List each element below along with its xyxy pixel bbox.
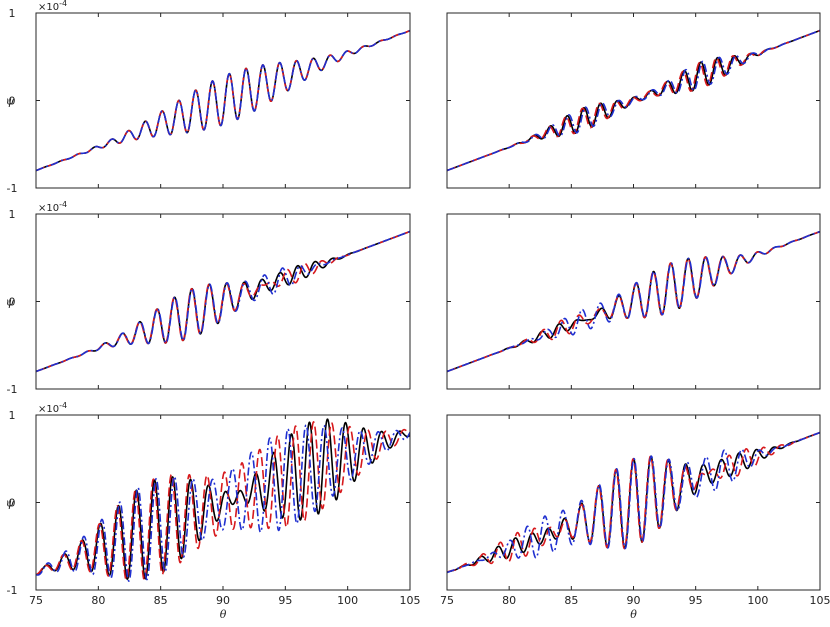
x-tick-label: 85: [154, 594, 168, 607]
panel-frame: [446, 213, 821, 390]
series-line-dashdot: [36, 424, 410, 582]
x-tick-label: 95: [278, 594, 292, 607]
x-tick-label: 90: [216, 594, 230, 607]
y-exponent-base: ×10: [38, 2, 59, 13]
panel-frame: [446, 414, 821, 591]
y-exponent-label: ×10-4: [38, 0, 67, 13]
y-axis-label: ψ: [6, 95, 15, 108]
panel-frame: [35, 12, 411, 189]
panel-top-right: [446, 12, 821, 189]
series-line-dashdot: [447, 230, 820, 373]
y-tick-label: 1: [9, 409, 16, 422]
x-axis-label: θ: [220, 608, 227, 621]
y-axis-label: ψ: [6, 497, 15, 510]
x-tick-label: 100: [337, 594, 358, 607]
series-group: [447, 230, 820, 373]
y-exponent-power: -4: [59, 0, 67, 8]
x-tick-label: 105: [400, 594, 421, 607]
y-tick-label: 0: [9, 296, 16, 309]
y-exponent-label: ×10-4: [38, 200, 67, 214]
series-group: [36, 230, 410, 373]
series-line-dashdot: [36, 230, 410, 373]
y-tick-label: -1: [7, 182, 18, 195]
y-exponent-base: ×10: [38, 404, 59, 415]
x-tick-label: 80: [91, 594, 105, 607]
x-tick-label: 105: [810, 594, 830, 607]
x-tick-label: 95: [689, 594, 703, 607]
series-line-dashdot: [447, 431, 820, 574]
y-tick-label: -1: [7, 584, 18, 597]
y-tick-label: 0: [9, 95, 16, 108]
panel-bottom-left: 75 80 85 90 95 100 105 -1 0 1 ψ ×10-4 θ: [6, 401, 421, 621]
panel-frame: [446, 12, 821, 189]
series-group: [36, 418, 410, 582]
series-line-solid: [36, 418, 410, 580]
series-line-dashed: [447, 431, 820, 573]
x-tick-label: 80: [502, 594, 516, 607]
y-tick-label: -1: [7, 383, 18, 396]
y-exponent-power: -4: [59, 200, 67, 209]
y-exponent-label: ×10-4: [38, 401, 67, 415]
series-group: [36, 29, 410, 172]
panel-middle-right: [446, 213, 821, 390]
series-group: [447, 431, 820, 574]
panel-middle-left: -1 0 1 ψ ×10-4: [6, 200, 411, 396]
panel-top-left: -1 0 1 ψ ×10-4: [6, 0, 411, 195]
x-axis-label: θ: [630, 608, 637, 621]
series-group: [447, 29, 820, 172]
series-line-dashed: [36, 421, 410, 581]
x-tick-label: 85: [564, 594, 578, 607]
y-exponent-power: -4: [59, 401, 67, 410]
y-tick-label: 0: [9, 497, 16, 510]
x-tick-label: 100: [747, 594, 768, 607]
y-tick-label: 1: [9, 208, 16, 221]
x-tick-label: 90: [627, 594, 641, 607]
y-axis-label: ψ: [6, 296, 15, 309]
panel-bottom-right: 75 80 85 90 95 100 105 θ: [440, 414, 830, 621]
y-tick-label: 1: [9, 7, 16, 20]
series-line-dashdot: [447, 29, 820, 172]
x-tick-label: 75: [440, 594, 454, 607]
x-tick-label: 75: [29, 594, 43, 607]
y-exponent-base: ×10: [38, 203, 59, 214]
series-line-dashdot: [36, 29, 410, 172]
series-line-solid: [447, 431, 820, 574]
